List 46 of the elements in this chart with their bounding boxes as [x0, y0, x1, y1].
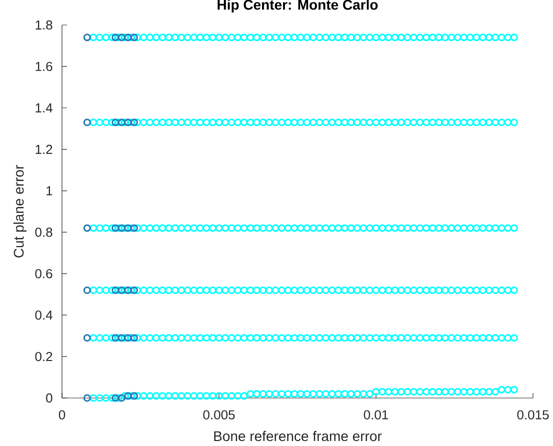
point — [83, 394, 91, 402]
point — [124, 34, 132, 42]
point — [118, 394, 126, 402]
y-axis-title: Cut plane error — [13, 165, 27, 258]
y-tick-label: 0.4 — [35, 310, 52, 320]
point — [83, 118, 91, 126]
point — [118, 334, 126, 342]
y-tick-label: 0.2 — [35, 352, 52, 362]
point — [112, 118, 120, 126]
point — [118, 286, 126, 294]
point — [83, 286, 91, 294]
point — [83, 34, 91, 42]
x-tick-label: 0 — [58, 410, 66, 420]
point — [118, 34, 126, 42]
point — [112, 34, 120, 42]
point — [130, 392, 138, 400]
point — [130, 34, 138, 42]
point — [112, 394, 120, 402]
point — [83, 224, 91, 232]
y-tick-label: 1 — [46, 186, 52, 196]
point — [112, 224, 120, 232]
y-tick-label: 1.2 — [36, 144, 52, 154]
point — [130, 286, 138, 294]
y-tick-label: 0.6 — [35, 269, 52, 278]
point — [83, 334, 91, 342]
point — [112, 334, 120, 342]
x-axis-title: Bone reference frame error — [214, 430, 382, 442]
point — [118, 224, 126, 232]
point — [124, 118, 132, 126]
x-tick-label: 0.005 — [203, 410, 235, 420]
y-tick-label: 1.8 — [36, 20, 52, 30]
point — [124, 286, 132, 294]
point — [130, 118, 138, 126]
y-tick-label: 1.6 — [36, 62, 52, 72]
point — [118, 118, 126, 126]
point — [124, 334, 132, 342]
y-tick-label: 1.4 — [36, 103, 52, 112]
point — [130, 224, 138, 232]
point — [124, 392, 132, 400]
point — [124, 224, 132, 232]
y-tick-label: 0.8 — [35, 228, 52, 237]
point — [130, 334, 138, 342]
x-tick-label: 0.01 — [364, 410, 388, 420]
point — [112, 286, 120, 294]
y-tick-label: 0 — [46, 393, 52, 403]
x-tick-label: 0.015 — [517, 410, 549, 420]
